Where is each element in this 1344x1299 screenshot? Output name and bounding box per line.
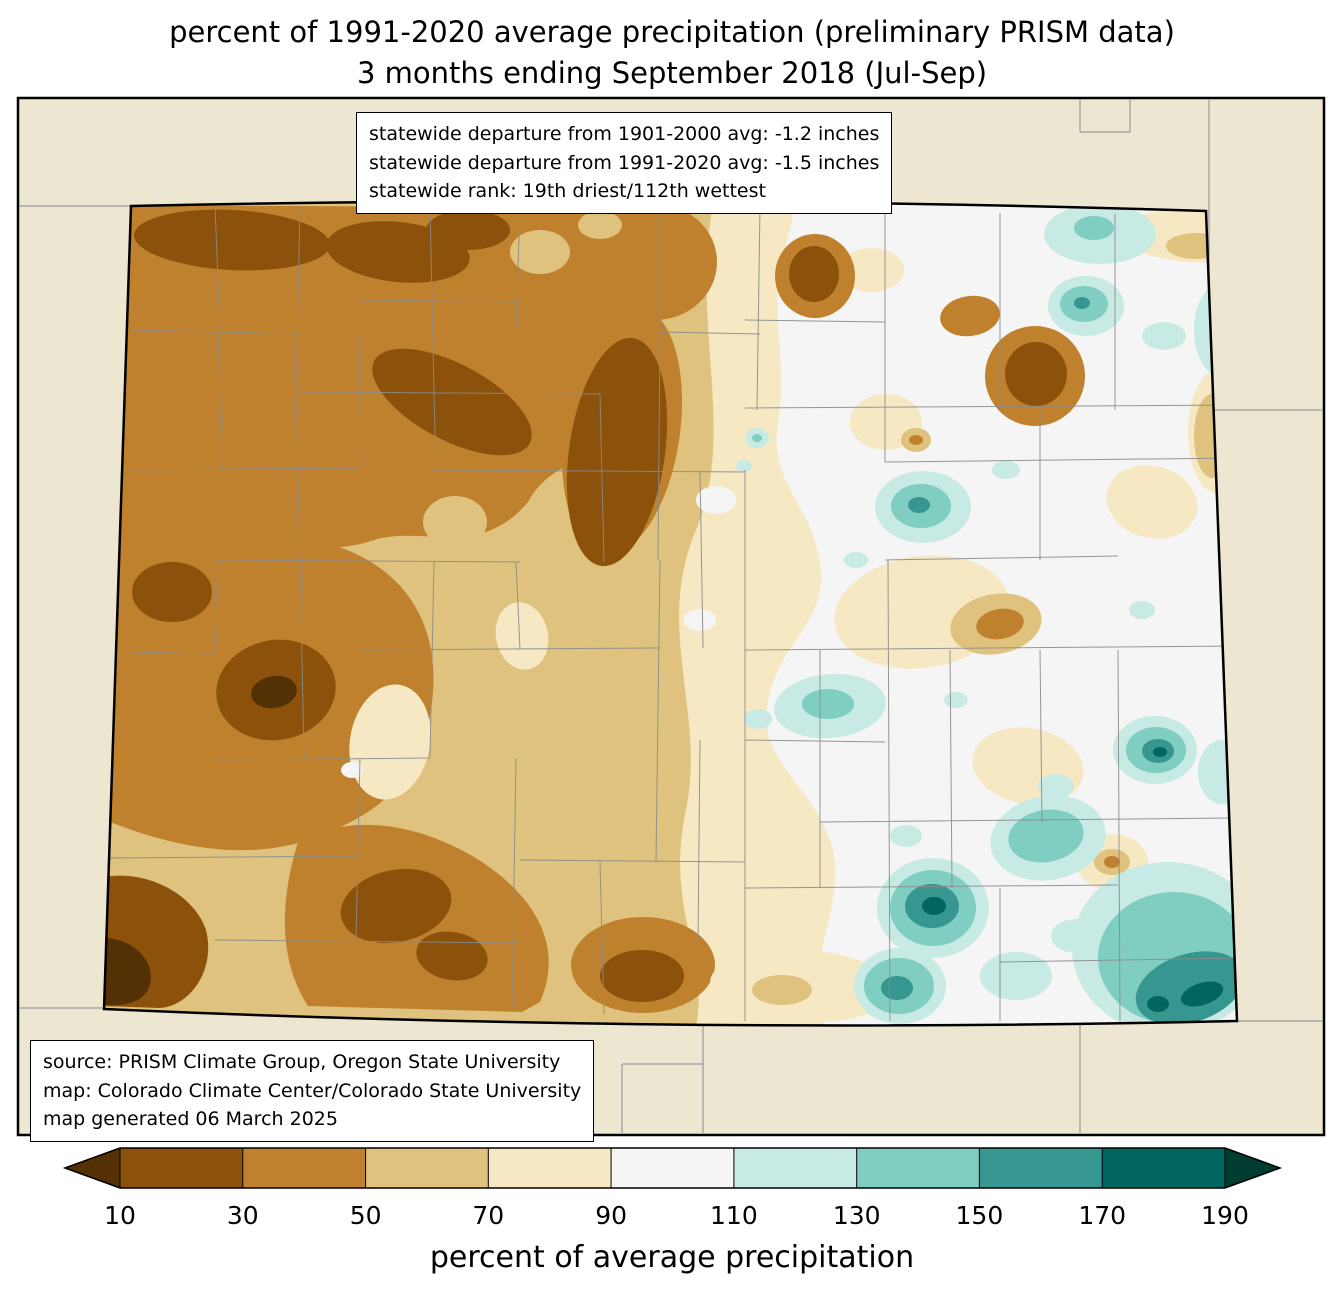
stats-line-3: statewide rank: 19th driest/112th wettes… (369, 180, 766, 202)
figure-title: percent of 1991-2020 average precipitati… (0, 12, 1344, 94)
neighbor-state-lines (19, 99, 1323, 1133)
title-line-2: 3 months ending September 2018 (Jul-Sep) (356, 56, 988, 91)
colorbar-segment (611, 1148, 734, 1188)
colorbar-label: percent of average precipitation (429, 1240, 915, 1275)
colorbar-segment (733, 1148, 857, 1188)
colorbar-under-arrow (65, 1148, 120, 1188)
county-lines-east (744, 205, 1237, 1022)
colorbar-tick: 30 (227, 1201, 259, 1230)
colorbar-segment (242, 1148, 366, 1188)
colorbar-tick: 130 (833, 1201, 881, 1230)
colorbar-segment (1102, 1148, 1225, 1188)
source-line-2: map: Colorado Climate Center/Colorado St… (43, 1079, 582, 1102)
colorbar-tick: 190 (1201, 1201, 1249, 1230)
statewide-stats-box: statewide departure from 1901-2000 avg: … (356, 112, 893, 214)
colorbar-segment (979, 1148, 1103, 1188)
colorbar-segment (365, 1148, 489, 1188)
source-line-1: source: PRISM Climate Group, Oregon Stat… (43, 1051, 561, 1073)
colorbar-segment (856, 1148, 980, 1188)
source-credit-box: source: PRISM Climate Group, Oregon Stat… (30, 1040, 595, 1142)
colorbar-tick: 150 (956, 1201, 1004, 1230)
colorbar-tick: 70 (472, 1201, 504, 1230)
colorbar-outline (62, 1147, 1283, 1189)
source-line-3: map generated 06 March 2025 (43, 1108, 338, 1130)
colorbar-tick: 90 (595, 1201, 627, 1230)
title-line-1: percent of 1991-2020 average precipitati… (169, 15, 1175, 49)
colorbar-segment (488, 1148, 612, 1188)
stats-line-1: statewide departure from 1901-2000 avg: … (369, 123, 880, 145)
stats-line-2: statewide departure from 1991-2020 avg: … (369, 151, 880, 174)
colorbar-tick: 110 (710, 1201, 758, 1230)
colorbar-dividers (119, 1148, 1226, 1188)
county-lines-west (104, 205, 761, 1015)
colorbar-tick: 50 (350, 1201, 382, 1230)
colorbar: 10 30 50 70 90 110 130 150 170 190 (62, 1147, 1283, 1230)
colorbar-tick: 10 (104, 1201, 136, 1230)
colorbar-tick: 170 (1078, 1201, 1126, 1230)
colorbar-over-arrow (1225, 1148, 1280, 1188)
colorado-fill-contours (104, 201, 1237, 1026)
colorbar-segment (120, 1148, 243, 1188)
